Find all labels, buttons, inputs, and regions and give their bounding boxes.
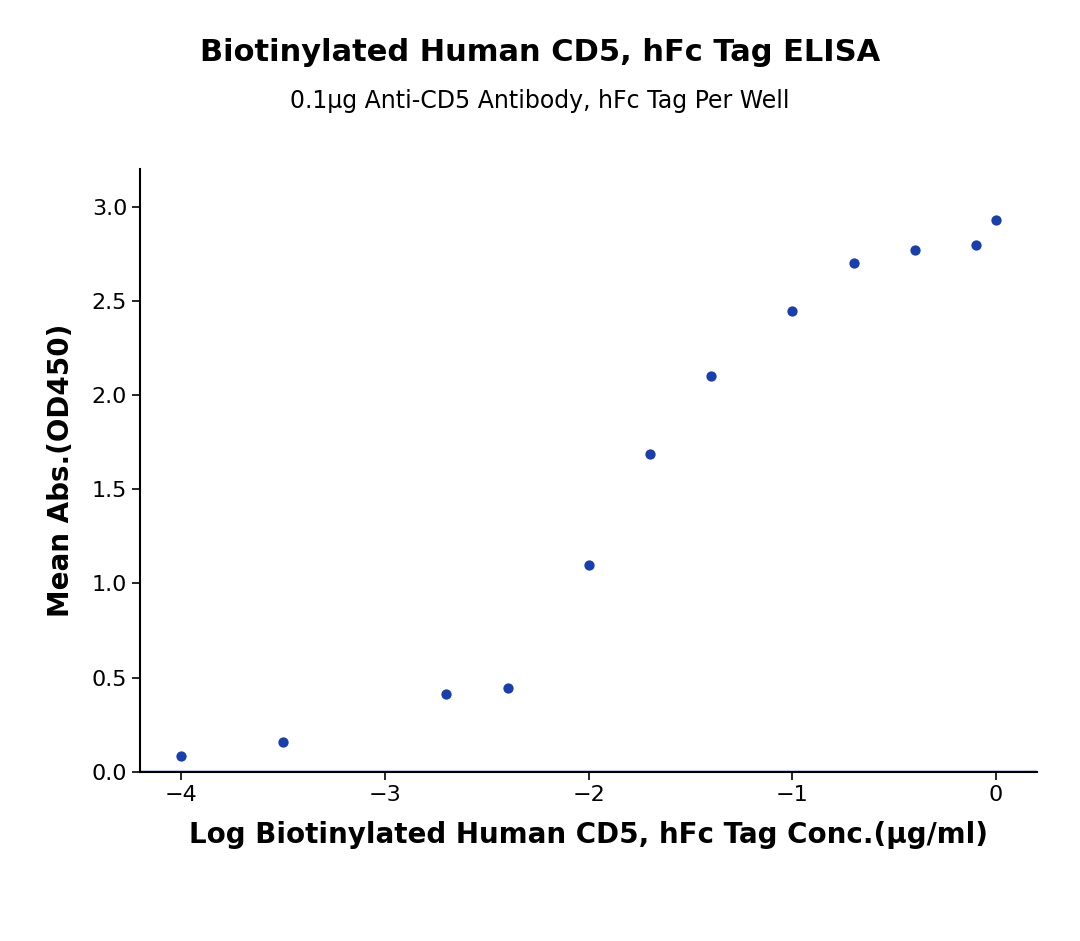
Point [784, 303, 801, 318]
Point [642, 446, 659, 461]
Point [703, 369, 720, 384]
Point [580, 557, 597, 572]
Point [906, 243, 923, 258]
Point [274, 734, 292, 749]
Text: Biotinylated Human CD5, hFc Tag ELISA: Biotinylated Human CD5, hFc Tag ELISA [200, 38, 880, 67]
Point [173, 748, 190, 763]
Y-axis label: Mean Abs.(OD450): Mean Abs.(OD450) [48, 324, 75, 617]
Point [968, 237, 985, 252]
Point [987, 213, 1004, 228]
Text: 0.1μg Anti-CD5 Antibody, hFc Tag Per Well: 0.1μg Anti-CD5 Antibody, hFc Tag Per Wel… [291, 89, 789, 114]
Point [499, 680, 516, 695]
Point [437, 687, 455, 702]
X-axis label: Log Biotinylated Human CD5, hFc Tag Conc.(μg/ml): Log Biotinylated Human CD5, hFc Tag Conc… [189, 821, 988, 850]
Point [845, 256, 862, 271]
